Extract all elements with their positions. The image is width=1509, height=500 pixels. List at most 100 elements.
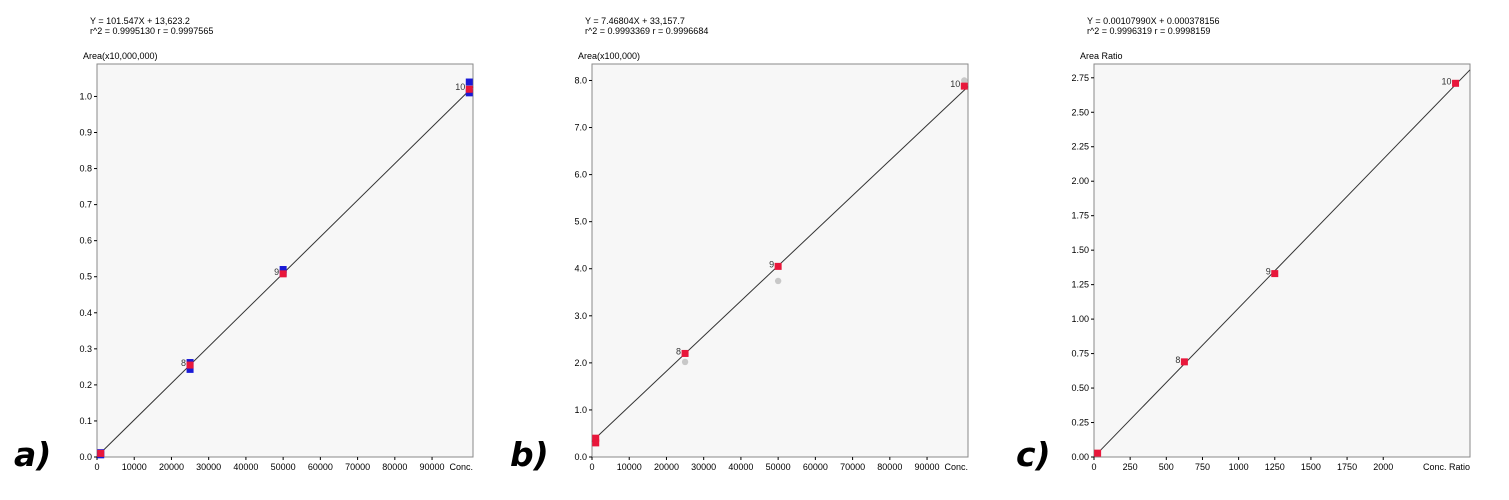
x-tick-label: 1000 <box>1229 462 1249 472</box>
y-tick-label: 0.1 <box>79 416 92 426</box>
y-tick-label: 0.3 <box>79 344 92 354</box>
data-point <box>961 77 968 84</box>
y-tick-label: 0.2 <box>79 380 92 390</box>
y-tick-label: 2.25 <box>1071 142 1089 152</box>
plot-area <box>96 63 474 458</box>
x-tick-label: 60000 <box>803 462 828 472</box>
y-tick-label: 8.0 <box>574 75 587 85</box>
y-axis-label: Area(x10,000,000) <box>83 51 158 61</box>
plot-svg-c: 0.00 0.25 0.50 0.75 1.00 1.25 1.50 1.75 2.00 2.25… <box>1071 63 1471 472</box>
x-axis-label: Conc. <box>944 462 968 472</box>
data-point <box>97 449 105 457</box>
y-tick-label: 0.75 <box>1071 349 1089 359</box>
y-tick-label: 2.0 <box>574 358 587 368</box>
y-tick-label: 0.8 <box>79 164 92 174</box>
chart-panel-a: Y = 101.547X + 13,623.2 r^2 = 0.9995130 … <box>60 14 481 476</box>
y-tick-label: 0.7 <box>79 200 92 210</box>
data-point <box>592 439 600 447</box>
y-tick-label: 1.0 <box>574 405 587 415</box>
plot-svg-a: 0.0 0.1 0.2 0.3 0.4 0.5 0.6 0.7 0.8 0.9 1.0 0 10000 2… <box>79 63 474 472</box>
y-tick-label: 2.50 <box>1071 107 1089 117</box>
x-tick-label: 1250 <box>1265 462 1285 472</box>
data-point <box>1452 79 1460 87</box>
y-tick-label: 0.5 <box>79 272 92 282</box>
x-tick-label: 40000 <box>233 462 258 472</box>
regression-line <box>1093 69 1471 458</box>
data-point <box>681 358 689 366</box>
x-tick-label: 90000 <box>915 462 940 472</box>
y-tick-label: 2.00 <box>1071 176 1089 186</box>
x-tick-label: 0 <box>589 462 594 472</box>
chart-panel-b: Y = 7.46804X + 33,157.7 r^2 = 0.9993369 … <box>555 14 976 476</box>
x-tick-label: 2000 <box>1373 462 1393 472</box>
x-tick-label: 30000 <box>196 462 221 472</box>
point-label: 9 <box>769 259 774 269</box>
y-tick-label: 0.6 <box>79 236 92 246</box>
x-tick-label: 50000 <box>271 462 296 472</box>
y-tick-label: 0.0 <box>574 452 587 462</box>
data-point <box>960 82 968 90</box>
y-tick-label: 1.50 <box>1071 245 1089 255</box>
plot-area <box>591 63 969 458</box>
figure-label-a: a) <box>14 435 52 474</box>
x-tick-label: 70000 <box>840 462 865 472</box>
x-tick-label: 30000 <box>691 462 716 472</box>
data-point <box>186 365 194 373</box>
x-tick-label: 70000 <box>345 462 370 472</box>
y-axis-label: Area(x100,000) <box>578 51 641 61</box>
chart-panel-c: Y = 0.00107990X + 0.000378156 r^2 = 0.99… <box>1057 14 1478 476</box>
x-tick-label: 500 <box>1159 462 1174 472</box>
x-tick-label: 20000 <box>159 462 184 472</box>
regression-equation: Y = 101.547X + 13,623.2 <box>90 16 190 26</box>
y-tick-label: 1.00 <box>1071 314 1089 324</box>
y-tick-label: 5.0 <box>574 217 587 227</box>
x-axis-label: Conc. <box>449 462 473 472</box>
data-point <box>1094 449 1102 457</box>
data-point <box>681 349 689 357</box>
y-tick-label: 1.75 <box>1071 211 1089 221</box>
point-label: 10 <box>950 79 960 89</box>
data-point <box>774 277 782 285</box>
x-tick-label: 80000 <box>877 462 902 472</box>
regression-stats: r^2 = 0.9996319 r = 0.9998159 <box>1087 26 1211 36</box>
y-tick-label: 0.25 <box>1071 418 1089 428</box>
plot-svg-b: 0.0 1.0 2.0 3.0 4.0 5.0 6.0 7.0 8.0 0 10000 20000 30… <box>574 63 969 472</box>
point-label: 8 <box>181 358 186 368</box>
point-label: 8 <box>1175 355 1180 365</box>
point-label: 8 <box>676 346 681 356</box>
x-tick-label: 1750 <box>1337 462 1357 472</box>
point-label: 10 <box>1442 76 1452 86</box>
y-tick-label: 1.25 <box>1071 280 1089 290</box>
x-tick-label: 10000 <box>617 462 642 472</box>
x-tick-label: 60000 <box>308 462 333 472</box>
x-tick-label: 0 <box>94 462 99 472</box>
regression-equation: Y = 0.00107990X + 0.000378156 <box>1087 16 1220 26</box>
data-point <box>279 270 287 278</box>
y-tick-label: 3.0 <box>574 311 587 321</box>
data-point <box>465 89 473 97</box>
point-label: 10 <box>455 82 465 92</box>
data-point <box>465 78 473 86</box>
x-tick-label: 0 <box>1091 462 1096 472</box>
y-tick-label: 0.00 <box>1071 452 1089 462</box>
y-tick-label: 0.9 <box>79 128 92 138</box>
data-point <box>1180 358 1188 366</box>
y-tick-label: 4.0 <box>574 264 587 274</box>
y-tick-label: 2.75 <box>1071 73 1089 83</box>
y-tick-label: 0.4 <box>79 308 92 318</box>
data-point <box>1271 270 1279 278</box>
y-tick-label: 0.0 <box>79 452 92 462</box>
regression-equation: Y = 7.46804X + 33,157.7 <box>585 16 685 26</box>
data-point <box>279 266 287 274</box>
x-tick-label: 90000 <box>420 462 445 472</box>
x-tick-label: 1500 <box>1301 462 1321 472</box>
y-tick-label: 1.0 <box>79 91 92 101</box>
x-tick-label: 50000 <box>766 462 791 472</box>
data-point <box>592 434 600 442</box>
x-axis-label: Conc. Ratio <box>1423 462 1470 472</box>
data-point <box>465 85 473 93</box>
y-axis-label: Area Ratio <box>1080 51 1123 61</box>
point-label: 9 <box>1266 267 1271 277</box>
data-point <box>774 262 782 270</box>
y-tick-label: 6.0 <box>574 170 587 180</box>
